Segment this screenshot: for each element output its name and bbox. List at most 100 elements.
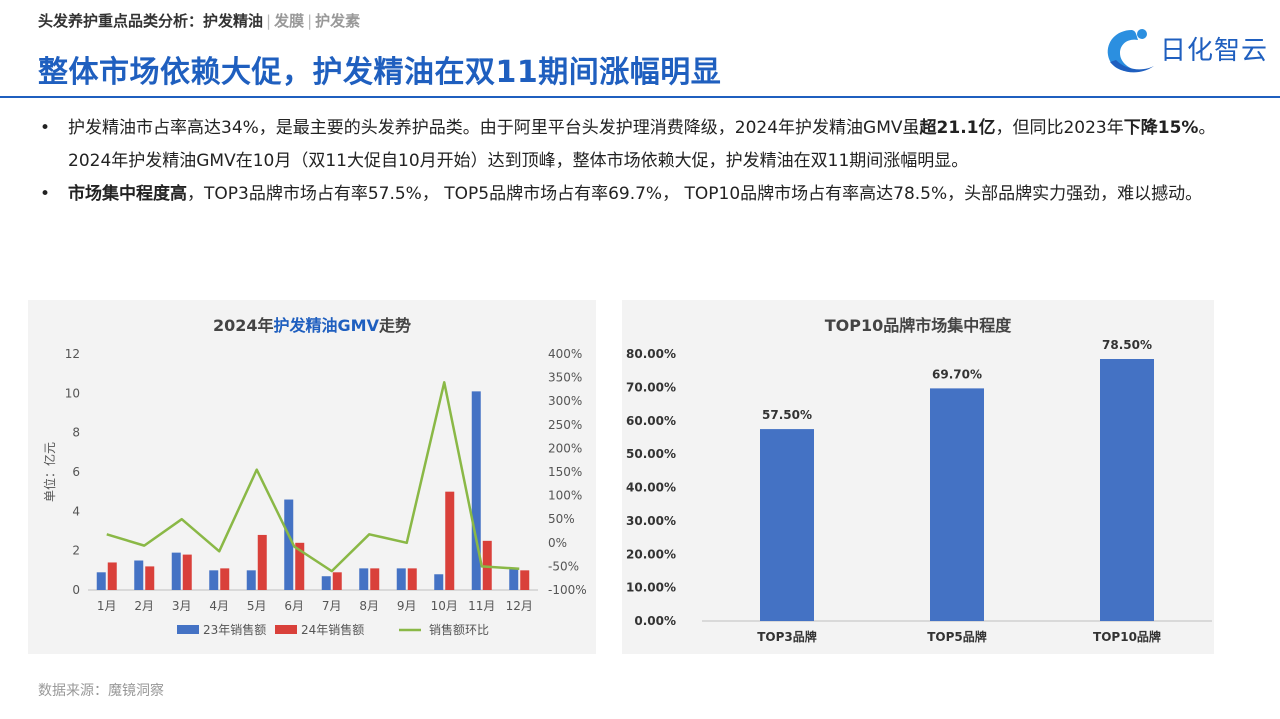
legend-swatch <box>275 625 297 634</box>
bullet-text: 护发精油市占率高达34%，是最主要的头发养护品类。由于阿里平台头发护理消费降级，… <box>68 118 920 138</box>
y-tick-label: 20.00% <box>626 547 676 561</box>
bar-2023-3 <box>171 552 181 590</box>
section-title: 头发养护重点品类分析： <box>38 12 204 30</box>
data-label: 78.50% <box>1102 338 1152 352</box>
y-tick-label: 6 <box>72 465 80 479</box>
bar-2023-8 <box>359 568 369 590</box>
bullet-text: ，但同比2023年 <box>995 118 1124 138</box>
bar-2024-7 <box>332 572 342 590</box>
y-tick-label: 30.00% <box>626 514 676 528</box>
y2-tick-label: 50% <box>548 512 575 526</box>
header-divider <box>0 96 1280 98</box>
y-tick-label: 60.00% <box>626 414 676 428</box>
summary-bullets: 护发精油市占率高达34%，是最主要的头发养护品类。由于阿里平台头发护理消费降级，… <box>38 112 1243 211</box>
y2-tick-label: 400% <box>548 347 582 361</box>
x-tick-label: 1月 <box>97 599 117 613</box>
bar-2024-4 <box>220 568 230 590</box>
legend-swatch <box>177 625 199 634</box>
data-source: 数据来源：魔镜洞察 <box>38 683 164 699</box>
bar-2023-7 <box>321 576 331 590</box>
tab-hair-mask[interactable]: 发膜 <box>274 12 305 30</box>
bullet-text: ，TOP3品牌市场占有率57.5%， TOP5品牌市场占有率69.7%， TOP… <box>187 184 1203 204</box>
y2-tick-label: 350% <box>548 371 582 385</box>
bar-2023-6 <box>284 499 294 590</box>
y-tick-label: 80.00% <box>626 347 676 361</box>
top10-panel: TOP10品牌市场集中程度 0.00% 10.00% 20.00% 30.00% 40.… <box>622 300 1214 654</box>
x-tick-label: 11月 <box>468 599 495 613</box>
data-label: 69.70% <box>932 367 982 381</box>
bar-2024-2 <box>145 566 155 590</box>
bullet-emphasis: 超21.1亿 <box>919 118 996 138</box>
y-tick-label: 4 <box>72 504 80 518</box>
y2-tick-label: 100% <box>548 489 582 503</box>
y2-tick-label: 300% <box>548 394 582 408</box>
y2-tick-label: -100% <box>548 583 587 597</box>
bar-2024-9 <box>407 568 417 590</box>
section-breadcrumb: 头发养护重点品类分析：护发精油 | 发膜 | 护发素 <box>38 12 361 30</box>
legend-label: 24年销售额 <box>301 622 364 637</box>
bar-2023-4 <box>209 570 219 590</box>
bar-TOP3品牌 <box>760 429 814 621</box>
x-tick-label: 6月 <box>284 599 304 613</box>
y-tick-label: 8 <box>72 426 80 440</box>
bullet-market-share: 护发精油市占率高达34%，是最主要的头发养护品类。由于阿里平台头发护理消费降级，… <box>38 112 1243 178</box>
y-tick-label: 0 <box>72 583 80 597</box>
page-headline: 整体市场依赖大促，护发精油在双11期间涨幅明显 <box>38 55 722 90</box>
gmv-trend-panel: 2024年护发精油GMV走势 0 2 4 6 8 10 12 -100% -50% 0% 50% 10… <box>28 300 596 654</box>
bar-2023-12 <box>509 568 519 590</box>
y-tick-label: 40.00% <box>626 481 676 495</box>
bullet-emphasis: 下降15% <box>1123 118 1199 138</box>
y-axis-label: 单位：亿元 <box>42 442 57 502</box>
y2-tick-label: 250% <box>548 418 582 432</box>
bar-2023-9 <box>396 568 406 590</box>
y2-tick-label: 150% <box>548 465 582 479</box>
x-tick-label: 3月 <box>172 599 192 613</box>
bar-TOP5品牌 <box>930 388 984 621</box>
tab-active[interactable]: 护发精油 <box>203 12 264 30</box>
brand-logo-icon <box>1107 29 1154 73</box>
top10-chart-title: TOP10品牌市场集中程度 <box>824 316 1012 335</box>
x-tick-label: 10月 <box>431 599 458 613</box>
x-tick-label: 4月 <box>209 599 229 613</box>
y-tick-label: 12 <box>65 347 80 361</box>
bar-2024-8 <box>370 568 380 590</box>
legend-label: 销售额环比 <box>429 622 489 637</box>
x-tick-label: 8月 <box>359 599 379 613</box>
y-tick-label: 2 <box>72 544 80 558</box>
bar-2024-10 <box>445 491 455 590</box>
y-tick-label: 70.00% <box>626 380 676 394</box>
bar-2023-5 <box>246 570 256 590</box>
tab-conditioner[interactable]: 护发素 <box>315 12 361 30</box>
bar-2023-2 <box>134 560 144 590</box>
x-tick-label: 7月 <box>322 599 342 613</box>
x-tick-label: TOP10品牌 <box>1093 629 1161 644</box>
bar-2024-5 <box>257 534 267 590</box>
x-tick-label: 5月 <box>247 599 267 613</box>
data-label: 57.50% <box>762 408 812 422</box>
gmv-trend-chart: 0 2 4 6 8 10 12 -100% -50% 0% 50% 100% 150% 200% 250% 3… <box>42 347 587 637</box>
y2-tick-label: 0% <box>548 536 567 550</box>
bar-2024-11 <box>482 540 492 590</box>
bar-2024-12 <box>520 570 530 590</box>
y-tick-label: 10.00% <box>626 581 676 595</box>
bar-2024-6 <box>295 542 305 590</box>
x-tick-label: 9月 <box>397 599 417 613</box>
top10-concentration-chart: 0.00% 10.00% 20.00% 30.00% 40.00% 50.00% 60.00… <box>626 338 1212 644</box>
y-tick-label: 0.00% <box>634 614 676 628</box>
bar-2023-11 <box>471 391 481 590</box>
y-tick-label: 10 <box>65 386 80 400</box>
gmv-chart-title: 2024年护发精油GMV走势 <box>212 316 411 335</box>
x-tick-label: TOP5品牌 <box>927 629 987 644</box>
bar-2024-1 <box>107 562 117 590</box>
bar-2024-3 <box>182 554 192 590</box>
y2-tick-label: 200% <box>548 441 582 455</box>
y-tick-label: 50.00% <box>626 447 676 461</box>
bar-2023-1 <box>96 572 106 590</box>
mom-growth-line <box>106 381 520 573</box>
bullet-concentration: 市场集中程度高，TOP3品牌市场占有率57.5%， TOP5品牌市场占有率69.… <box>38 178 1243 211</box>
y2-tick-label: -50% <box>548 559 579 573</box>
bullet-emphasis: 市场集中程度高 <box>68 184 187 204</box>
bar-2023-10 <box>434 574 444 590</box>
x-tick-label: 12月 <box>506 599 533 613</box>
x-tick-label: 2月 <box>134 599 154 613</box>
